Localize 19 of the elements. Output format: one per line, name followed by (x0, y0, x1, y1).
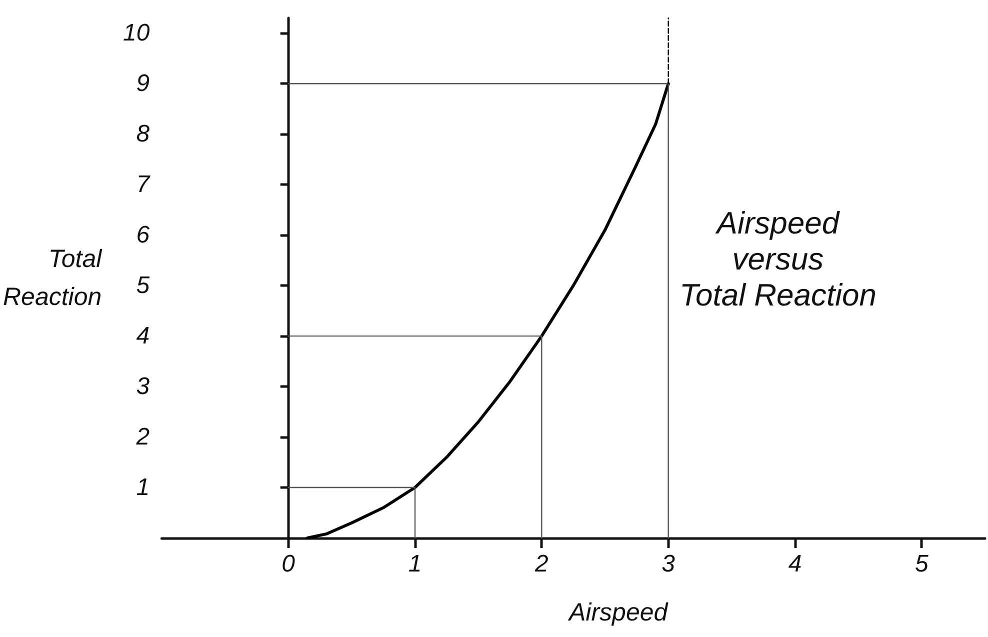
y-tick-label: 8 (136, 120, 150, 148)
x-tick-label: 1 (408, 550, 422, 578)
x-tick-label: 3 (662, 550, 676, 578)
y-tick-label: 5 (136, 272, 150, 300)
x-tick-label: 4 (788, 550, 802, 578)
y-tick-label: 10 (122, 20, 150, 47)
y-axis-title: Total Reaction (3, 245, 104, 311)
text: Airspeed versus Total Reaction (679, 206, 876, 312)
y-tick-label: 3 (136, 373, 150, 400)
x-tick-label: 0 (282, 550, 296, 578)
y-tick-label: 7 (136, 171, 152, 198)
y-tick-label: 9 (136, 70, 150, 98)
y-tick-label: 6 (136, 222, 150, 249)
x-axis-title: Airspeed (567, 598, 669, 626)
x-tick-label: 5 (914, 550, 929, 578)
y-tick-label: 1 (136, 474, 150, 502)
x-tick-label: 2 (534, 550, 548, 578)
y-tick-label: 4 (136, 322, 150, 350)
y-tick-label: 2 (135, 424, 150, 451)
